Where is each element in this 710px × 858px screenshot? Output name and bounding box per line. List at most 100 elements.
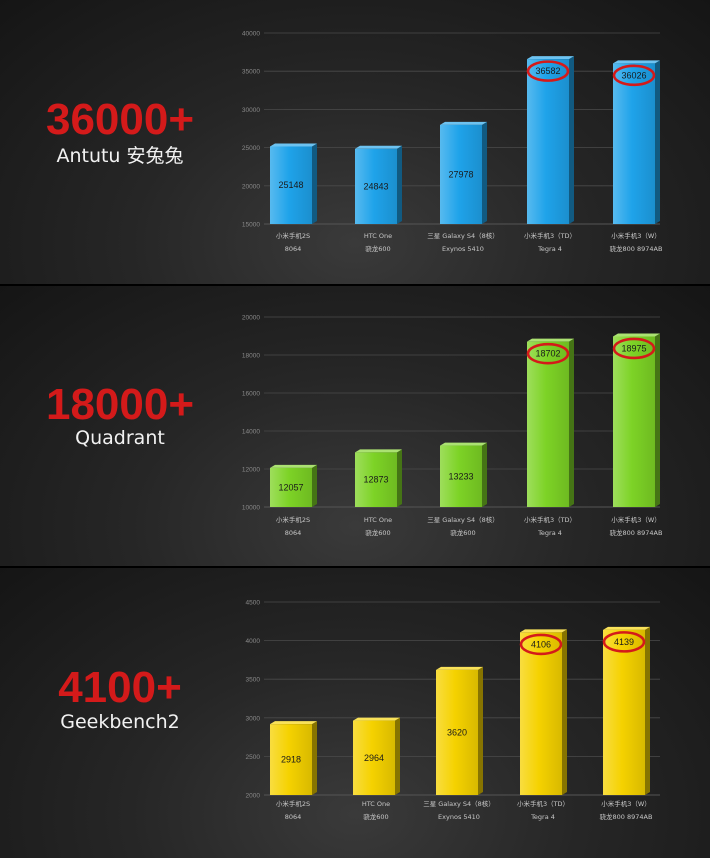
x-subcategory-label: 8064: [285, 245, 302, 253]
quadrant-panel: 18000+ Quadrant 10000 12000 14000 16000 1800…: [0, 286, 710, 568]
bar: [613, 63, 655, 224]
bar-top: [355, 449, 402, 453]
bar-side: [569, 56, 574, 224]
bar-top: [270, 721, 317, 725]
y-tick-label: 40000: [242, 31, 260, 38]
x-category-label: 小米手机3（W）: [611, 515, 661, 524]
x-subcategory-label: Exynos 5410: [438, 813, 480, 821]
bar: [355, 148, 397, 224]
antutu-headline: 36000+: [45, 95, 195, 144]
x-category-label: 小米手机3（W）: [611, 231, 661, 240]
x-category-label: 小米手机3（TD）: [524, 231, 576, 240]
y-tick-label: 10000: [242, 505, 260, 512]
antutu-panel: 36000+ Antutu 安兔兔 15000 20000 25000 30000 35…: [0, 0, 710, 286]
bar: [527, 59, 569, 224]
y-tick-label: 20000: [242, 315, 260, 322]
bar-value-label: 36026: [621, 70, 646, 80]
bar-side: [312, 721, 317, 795]
x-subcategory-label: 骁龙600: [450, 528, 475, 537]
highlight-circle: [526, 342, 570, 365]
bar-side: [312, 464, 317, 507]
bar-top: [527, 56, 574, 60]
bar-top: [613, 60, 660, 64]
antutu-benchmark-name: Antutu 安兔兔: [56, 145, 184, 167]
bar-value-label: 2964: [364, 753, 384, 763]
bar: [270, 467, 312, 507]
y-tick-label: 25000: [242, 145, 260, 152]
x-subcategory-label: 骁龙800 8974AB: [610, 244, 663, 253]
bar-value-label: 12057: [278, 482, 303, 492]
bar-side: [397, 145, 402, 224]
bar: [440, 124, 482, 224]
x-subcategory-label: Tegra 4: [537, 245, 562, 253]
bar-side: [397, 449, 402, 507]
bar-side: [395, 717, 400, 795]
bar: [440, 445, 482, 507]
bar: [355, 452, 397, 507]
bar-side: [562, 629, 567, 795]
bar-value-label: 12873: [363, 475, 388, 485]
bar: [270, 146, 312, 224]
x-category-label: HTC One: [364, 232, 392, 240]
quadrant-benchmark-name: Quadrant: [75, 427, 165, 449]
highlight-circle: [526, 60, 570, 82]
bar-top: [603, 626, 650, 630]
x-category-label: 小米手机2S: [276, 799, 310, 808]
bar-top: [355, 145, 402, 149]
bar-top: [270, 143, 317, 147]
bar: [613, 336, 655, 507]
bar-side: [478, 666, 483, 795]
bar: [603, 629, 645, 795]
bar-value-label: 3620: [447, 727, 467, 737]
bar-top: [527, 338, 574, 342]
quadrant-headline: 18000+: [45, 380, 195, 429]
x-category-label: 小米手机2S: [276, 231, 310, 240]
bar-value-label: 27978: [448, 169, 473, 179]
x-subcategory-label: Tegra 4: [530, 813, 555, 821]
x-subcategory-label: Tegra 4: [537, 529, 562, 537]
bar-value-label: 4139: [614, 637, 634, 647]
bar-top: [270, 464, 317, 468]
bar-value-label: 2918: [281, 755, 301, 765]
bar-top: [353, 717, 400, 721]
highlight-circle: [612, 64, 656, 87]
y-tick-label: 12000: [242, 467, 260, 474]
bar-side: [312, 143, 317, 224]
highlight-circle: [612, 337, 656, 360]
y-tick-label: 3500: [246, 677, 261, 684]
panel-divider: [0, 284, 710, 286]
x-category-label: HTC One: [364, 516, 392, 524]
y-tick-label: 35000: [242, 69, 260, 76]
x-subcategory-label: 8064: [285, 813, 302, 821]
highlight-circle: [602, 631, 646, 653]
bar-side: [655, 333, 660, 507]
bar-value-label: 4106: [531, 639, 551, 649]
bar-value-label: 36582: [535, 66, 560, 76]
bar-value-label: 18702: [535, 349, 560, 359]
bar: [436, 669, 478, 795]
x-category-label: 小米手机3（W）: [601, 799, 651, 808]
bar-side: [482, 121, 487, 224]
bar-top: [520, 629, 567, 633]
x-category-label: 小米手机3（TD）: [524, 515, 576, 524]
bar-side: [569, 338, 574, 507]
bar-top: [440, 121, 487, 125]
bar-side: [482, 442, 487, 507]
geekbench-chart: 2000 2500 3000 3500 4000 4500 2918 小米手机2S 8064 29…: [246, 600, 660, 821]
bar: [353, 720, 395, 795]
panel-divider: [0, 566, 710, 568]
y-tick-label: 18000: [242, 353, 260, 360]
bar-side: [645, 626, 650, 795]
x-subcategory-label: 骁龙600: [363, 812, 388, 821]
y-tick-label: 15000: [242, 222, 260, 229]
x-category-label: 小米手机2S: [276, 515, 310, 524]
y-tick-label: 20000: [242, 183, 260, 190]
x-subcategory-label: 骁龙600: [365, 528, 390, 537]
bar-top: [436, 666, 483, 670]
x-subcategory-label: Exynos 5410: [442, 245, 484, 253]
bar-value-label: 18975: [621, 343, 646, 353]
x-subcategory-label: 骁龙600: [365, 244, 390, 253]
x-category-label: 三星 Galaxy S4（8核）: [427, 231, 499, 240]
geekbench-headline: 4100+: [58, 663, 182, 712]
geekbench-panel: 4100+ Geekbench2 2000 2500 3000 3500 4000 450…: [0, 568, 710, 858]
